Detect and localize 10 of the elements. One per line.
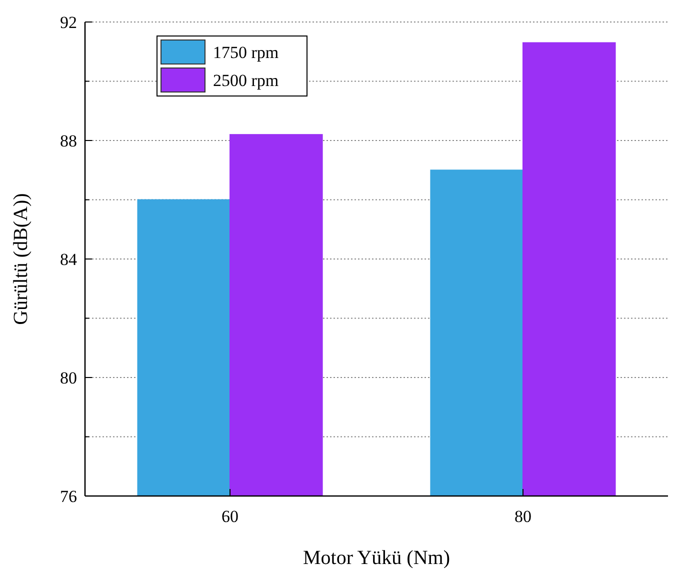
legend-label: 1750 rpm [213, 43, 279, 62]
y-tick-label: 76 [60, 486, 77, 506]
x-axis-title: Motor Yükü (Nm) [302, 547, 450, 569]
y-tick-label: 84 [60, 250, 78, 269]
y-axis-title: Gürültü (dB(A)) [10, 193, 32, 325]
legend-label: 2500 rpm [213, 71, 279, 90]
x-tick-label: 60 [222, 507, 239, 526]
y-tick-label: 80 [60, 368, 77, 388]
y-tick-label: 92 [60, 12, 77, 32]
y-tick-label: 88 [60, 131, 77, 150]
